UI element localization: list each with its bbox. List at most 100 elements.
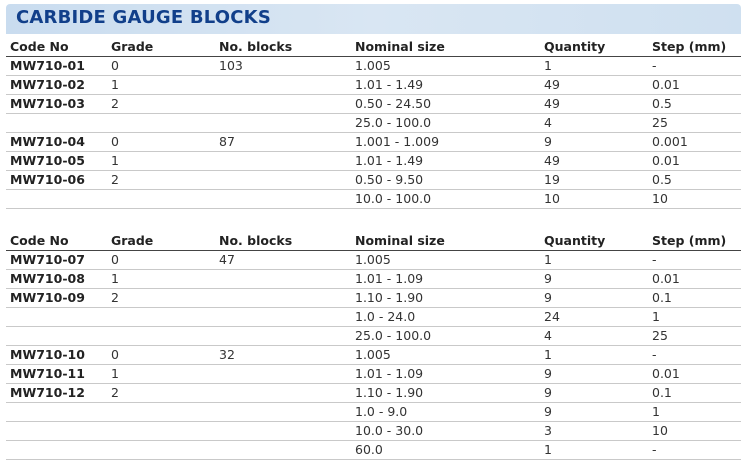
cell-grade bbox=[107, 421, 215, 441]
cell-quantity: 1 bbox=[540, 440, 648, 460]
cell-grade bbox=[107, 326, 215, 346]
cell-code-no: MW710-12 bbox=[6, 383, 107, 403]
cell-quantity: 24 bbox=[540, 307, 648, 327]
table-header-row: Code No Grade No. blocks Nominal size Quanti… bbox=[6, 36, 741, 57]
cell-step: 25 bbox=[648, 113, 741, 133]
cell-no-blocks bbox=[215, 440, 351, 460]
cell-grade: 2 bbox=[107, 94, 215, 114]
table-row: MW710-04 0 87 1.001 - 1.009 9 0.001 bbox=[6, 132, 741, 152]
cell-no-blocks bbox=[215, 421, 351, 441]
cell-step: 0.01 bbox=[648, 364, 741, 384]
table-row: MW710-09 2 1.10 - 1.90 9 0.1 bbox=[6, 288, 741, 308]
table-row: MW710-01 0 103 1.005 1- bbox=[6, 56, 741, 76]
cell-code-no: MW710-07 bbox=[6, 250, 107, 270]
cell-code-no bbox=[6, 189, 107, 209]
cell-nominal-size: 1.01 - 1.49 bbox=[351, 75, 540, 95]
cell-step: - bbox=[648, 440, 741, 460]
table-row: 10.0 - 30.0 3 10 bbox=[6, 421, 741, 441]
cell-step: - bbox=[648, 56, 741, 76]
table-row: 1.0 - 9.0 9 1 bbox=[6, 402, 741, 422]
table-header-row: Code No Grade No. blocks Nominal size Quanti… bbox=[6, 230, 741, 251]
cell-no-blocks: 32 bbox=[215, 345, 351, 365]
cell-quantity: 19 bbox=[540, 170, 648, 190]
cell-nominal-size: 1.005 bbox=[351, 56, 540, 76]
cell-step: 0.01 bbox=[648, 151, 741, 171]
cell-quantity: 10 bbox=[540, 189, 648, 209]
cell-step: 10 bbox=[648, 421, 741, 441]
cell-nominal-size: 1.01 - 1.09 bbox=[351, 269, 540, 289]
cell-grade: 2 bbox=[107, 170, 215, 190]
cell-step: 0.1 bbox=[648, 288, 741, 308]
cell-nominal-size: 1.01 - 1.09 bbox=[351, 364, 540, 384]
cell-code-no: MW710-10 bbox=[6, 345, 107, 365]
cell-grade: 0 bbox=[107, 345, 215, 365]
table-row: MW710-10 0 32 1.005 1- bbox=[6, 345, 741, 365]
cell-no-blocks bbox=[215, 307, 351, 327]
cell-grade: 0 bbox=[107, 56, 215, 76]
cell-nominal-size: 25.0 - 100.0 bbox=[351, 326, 540, 346]
table-row: 60.0 1- bbox=[6, 440, 741, 460]
cell-nominal-size: 1.01 - 1.49 bbox=[351, 151, 540, 171]
cell-code-no: MW710-06 bbox=[6, 170, 107, 190]
cell-code-no bbox=[6, 440, 107, 460]
cell-no-blocks bbox=[215, 170, 351, 190]
cell-step: 0.001 bbox=[648, 132, 741, 152]
cell-quantity: 1 bbox=[540, 250, 648, 270]
cell-quantity: 4 bbox=[540, 326, 648, 346]
cell-no-blocks bbox=[215, 94, 351, 114]
column-header-quantity: Quantity bbox=[540, 230, 648, 251]
cell-no-blocks bbox=[215, 383, 351, 403]
cell-nominal-size: 25.0 - 100.0 bbox=[351, 113, 540, 133]
column-header-grade: Grade bbox=[107, 36, 215, 57]
cell-code-no: MW710-02 bbox=[6, 75, 107, 95]
cell-step: 0.01 bbox=[648, 269, 741, 289]
cell-step: 10 bbox=[648, 189, 741, 209]
cell-nominal-size: 1.005 bbox=[351, 345, 540, 365]
table-body: MW710-01 0 103 1.005 1- MW710-02 1 1.01 - 1.49 4… bbox=[6, 56, 741, 209]
column-header-grade: Grade bbox=[107, 230, 215, 251]
cell-quantity: 3 bbox=[540, 421, 648, 441]
cell-nominal-size: 1.10 - 1.90 bbox=[351, 288, 540, 308]
table-row: MW710-08 1 1.01 - 1.09 9 0.01 bbox=[6, 269, 741, 289]
cell-quantity: 49 bbox=[540, 75, 648, 95]
column-header-no-blocks: No. blocks bbox=[215, 230, 351, 251]
table-row: MW710-11 1 1.01 - 1.09 9 0.01 bbox=[6, 364, 741, 384]
cell-step: 0.1 bbox=[648, 383, 741, 403]
cell-quantity: 1 bbox=[540, 56, 648, 76]
cell-no-blocks: 103 bbox=[215, 56, 351, 76]
cell-no-blocks bbox=[215, 189, 351, 209]
table-row: MW710-05 1 1.01 - 1.49 49 0.01 bbox=[6, 151, 741, 171]
cell-no-blocks bbox=[215, 151, 351, 171]
cell-step: - bbox=[648, 250, 741, 270]
cell-nominal-size: 1.005 bbox=[351, 250, 540, 270]
cell-nominal-size: 0.50 - 24.50 bbox=[351, 94, 540, 114]
cell-grade: 1 bbox=[107, 269, 215, 289]
column-header-step: Step (mm) bbox=[648, 36, 741, 57]
cell-quantity: 1 bbox=[540, 345, 648, 365]
cell-nominal-size: 10.0 - 100.0 bbox=[351, 189, 540, 209]
cell-step: 0.5 bbox=[648, 170, 741, 190]
cell-no-blocks bbox=[215, 75, 351, 95]
cell-code-no: MW710-03 bbox=[6, 94, 107, 114]
cell-no-blocks bbox=[215, 402, 351, 422]
cell-nominal-size: 0.50 - 9.50 bbox=[351, 170, 540, 190]
cell-code-no: MW710-04 bbox=[6, 132, 107, 152]
cell-quantity: 9 bbox=[540, 364, 648, 384]
cell-code-no: MW710-09 bbox=[6, 288, 107, 308]
cell-code-no: MW710-01 bbox=[6, 56, 107, 76]
cell-grade bbox=[107, 113, 215, 133]
cell-grade: 1 bbox=[107, 364, 215, 384]
table-row: 25.0 - 100.0 4 25 bbox=[6, 326, 741, 346]
cell-code-no: MW710-11 bbox=[6, 364, 107, 384]
table-row: MW710-02 1 1.01 - 1.49 49 0.01 bbox=[6, 75, 741, 95]
cell-no-blocks: 87 bbox=[215, 132, 351, 152]
column-header-code-no: Code No bbox=[6, 36, 107, 57]
cell-step: 25 bbox=[648, 326, 741, 346]
cell-quantity: 9 bbox=[540, 269, 648, 289]
cell-quantity: 9 bbox=[540, 383, 648, 403]
cell-quantity: 49 bbox=[540, 94, 648, 114]
cell-code-no: MW710-05 bbox=[6, 151, 107, 171]
cell-no-blocks bbox=[215, 364, 351, 384]
column-header-nominal-size: Nominal size bbox=[351, 230, 540, 251]
